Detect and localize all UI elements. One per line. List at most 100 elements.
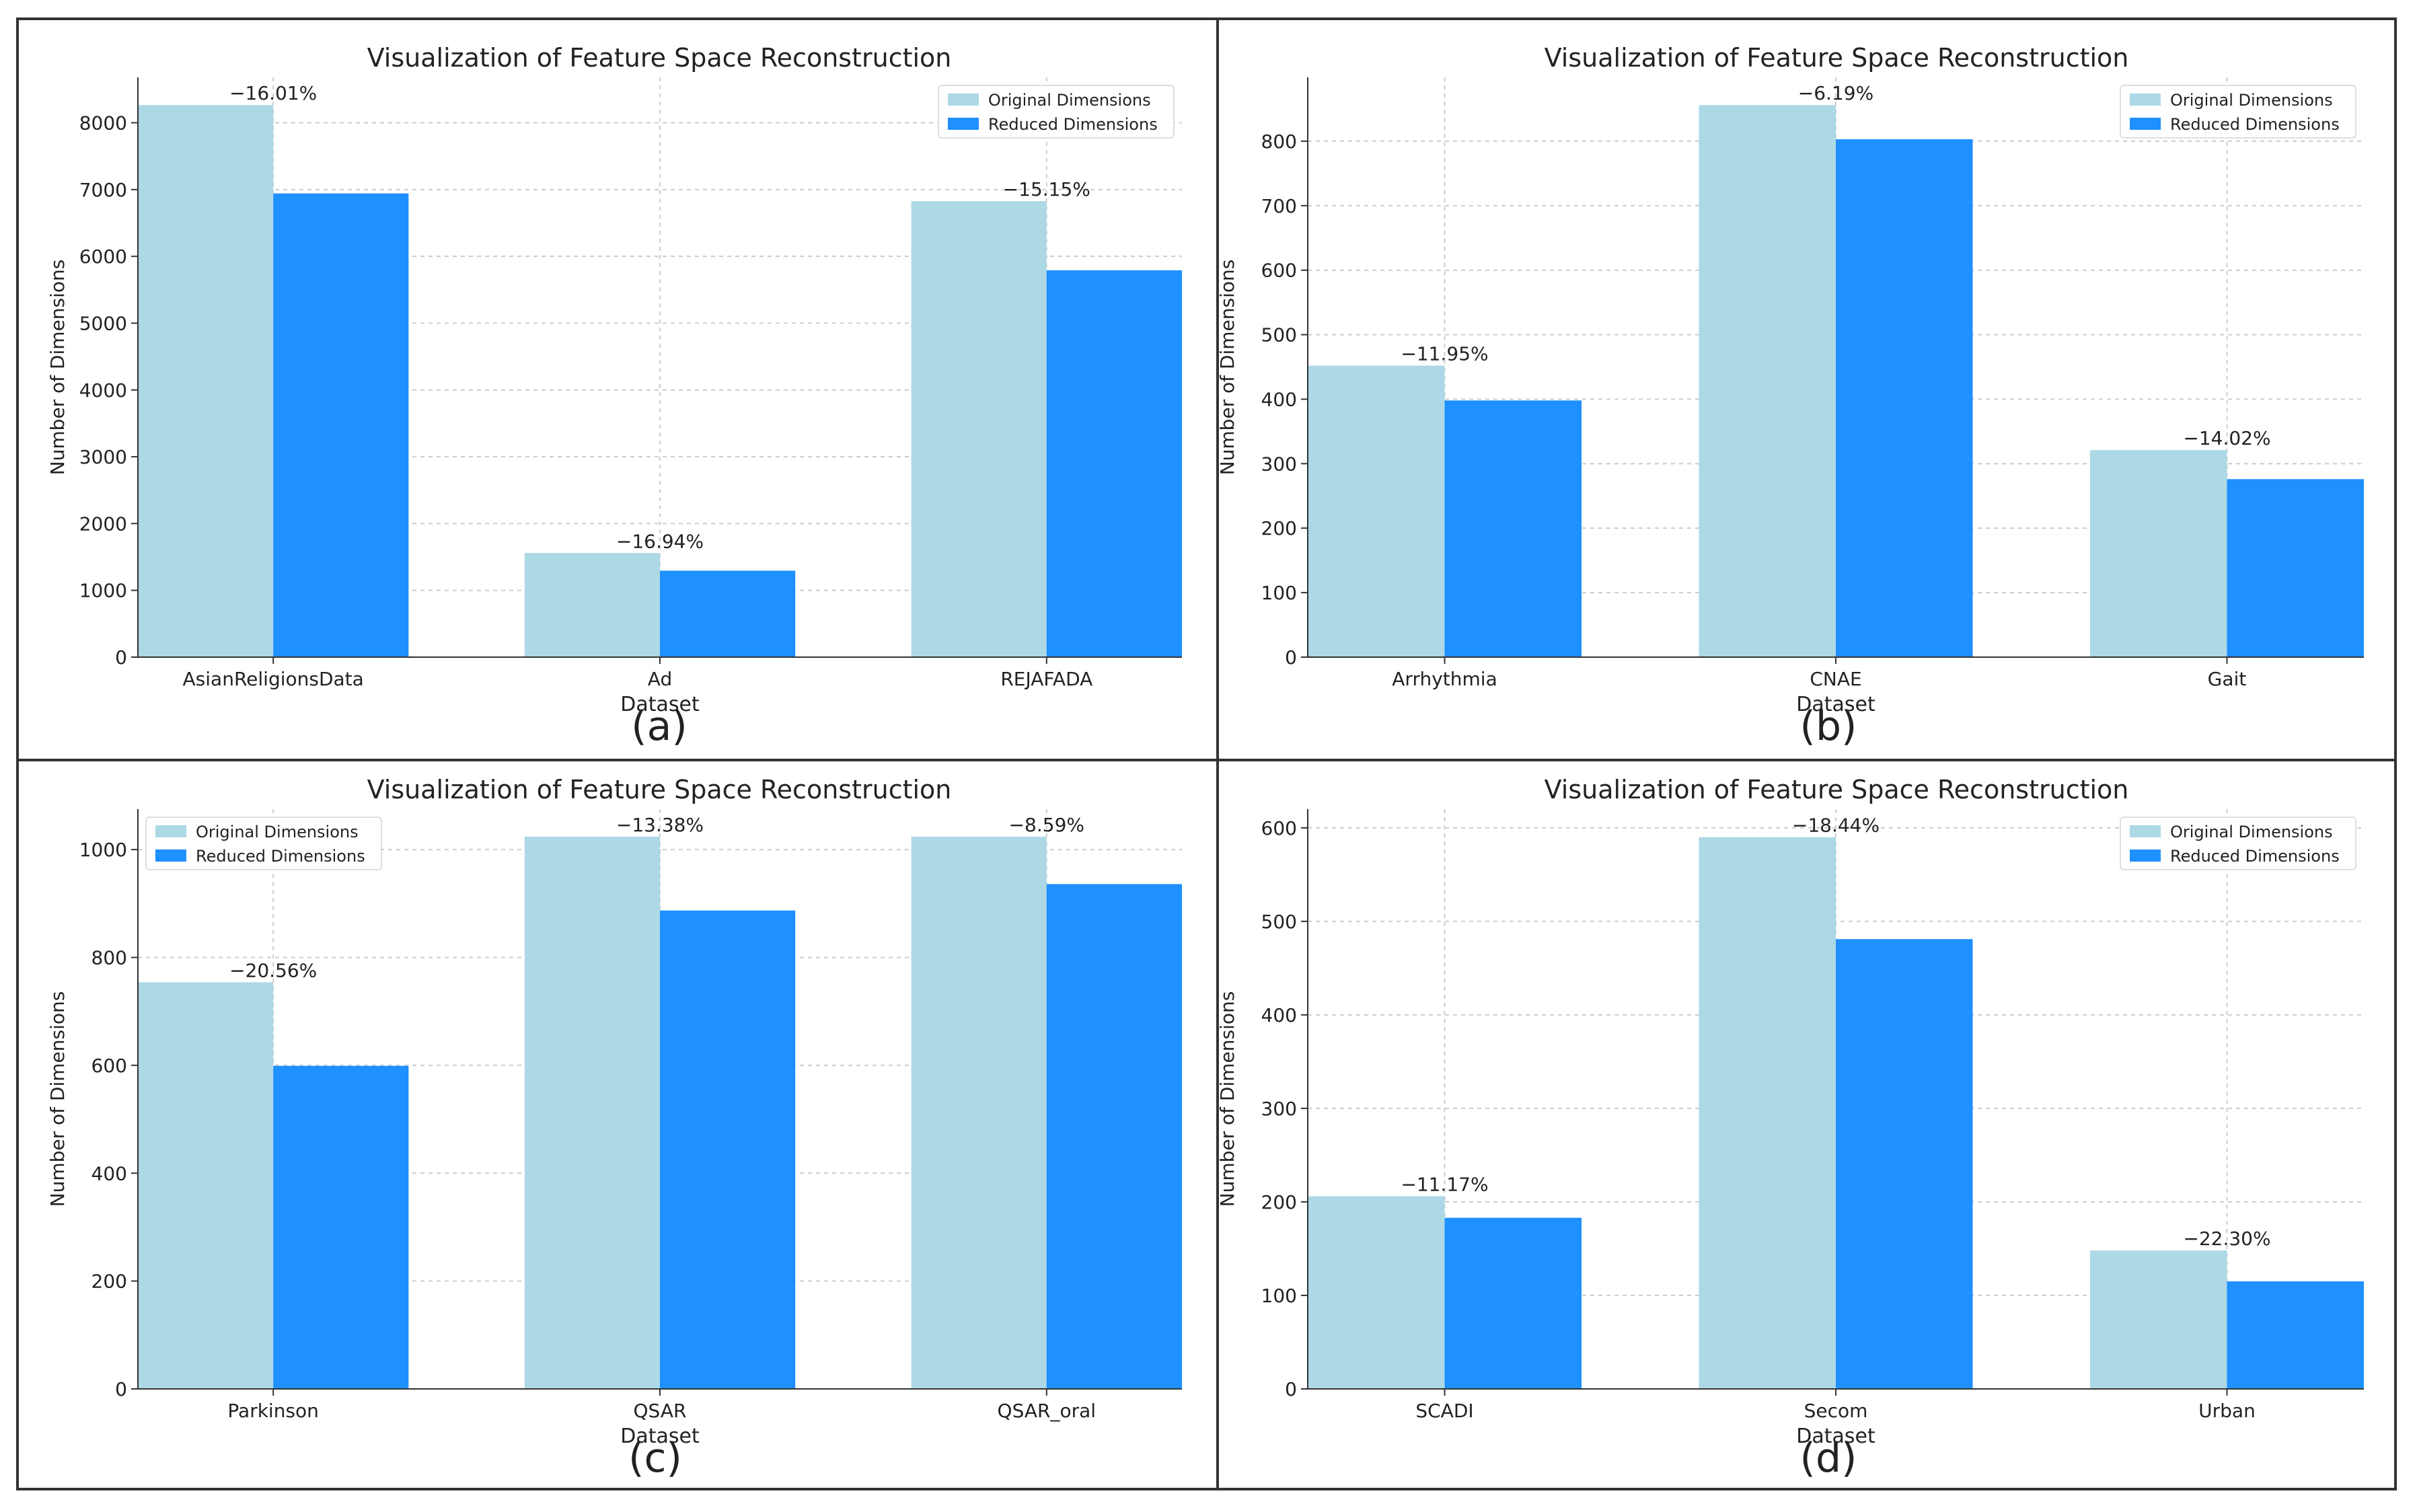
- chart-b-ytick-label-1: 100: [1261, 582, 1297, 604]
- chart-a-bar-original-2: [911, 201, 1047, 658]
- chart-a-ylabel: Number of Dimensions: [46, 260, 69, 476]
- chart-c-legend-box: [145, 817, 382, 870]
- chart-d-xtick-label-2: Urban: [2198, 1400, 2256, 1422]
- chart-c-xtick-label-2: QSAR_oral: [998, 1400, 1097, 1422]
- chart-a-bar-original-1: [524, 553, 660, 657]
- chart-b-xtick-label-2: Gait: [2208, 668, 2247, 690]
- chart-d-bar-original-1: [1699, 837, 1836, 1389]
- chart-a-xtick-label-1: Ad: [648, 668, 672, 690]
- chart-c-bar-original-2: [911, 836, 1047, 1389]
- chart-d-bar-original-2: [2089, 1250, 2227, 1389]
- chart-a-ytick-label-0: 0: [115, 646, 127, 669]
- chart-c-ytick-label-0: 0: [115, 1378, 127, 1400]
- chart-b-ytick-label-2: 200: [1261, 517, 1297, 539]
- chart-a-ytick-label-1: 1000: [79, 580, 127, 602]
- chart-b-legend-swatch-reduced: [2130, 118, 2161, 130]
- chart-d-xtick-label-0: SCADI: [1415, 1400, 1473, 1422]
- chart-c-annotation-1: −13.38%: [616, 814, 704, 836]
- chart-d-title: Visualization of Feature Space Reconstru…: [1545, 775, 2129, 804]
- chart-b-title: Visualization of Feature Space Reconstru…: [1545, 43, 2129, 73]
- chart-a-ytick-label-7: 7000: [79, 179, 127, 201]
- chart-a-bar-original-0: [138, 105, 274, 657]
- chart-b-bar-original-2: [2089, 450, 2227, 657]
- chart-d-annotation-0: −11.17%: [1401, 1174, 1488, 1196]
- chart-c-legend-swatch-original: [155, 825, 186, 837]
- figure-frame: [16, 17, 2397, 1490]
- chart-a-title: Visualization of Feature Space Reconstru…: [367, 43, 952, 73]
- chart-c-bar-original-1: [524, 836, 660, 1389]
- chart-a-legend-box: [938, 85, 1175, 139]
- caption-c: (c): [628, 1435, 682, 1482]
- chart-c-ytick-label-5: 1000: [79, 839, 127, 861]
- chart-c-ytick-label-3: 600: [91, 1055, 127, 1077]
- chart-b-annotation-0: −11.95%: [1401, 343, 1488, 365]
- chart-d-ylabel: Number of Dimensions: [1216, 991, 1238, 1207]
- chart-d-ytick-label-0: 0: [1285, 1378, 1297, 1400]
- chart-d-bar-original-0: [1308, 1196, 1445, 1389]
- chart-c-annotation-0: −20.56%: [229, 959, 317, 981]
- chart-d-ytick-label-4: 400: [1261, 1004, 1297, 1026]
- chart-d-xtick-label-1: Secom: [1804, 1400, 1868, 1422]
- chart-b-ytick-label-5: 500: [1261, 324, 1297, 346]
- chart-b-legend-label-reduced: Reduced Dimensions: [2170, 115, 2340, 134]
- chart-a-xlabel: Dataset: [620, 693, 700, 716]
- chart-d-bar-reduced-0: [1444, 1217, 1582, 1389]
- chart-d-ytick-label-6: 600: [1261, 817, 1297, 839]
- chart-c-legend-label-reduced: Reduced Dimensions: [196, 847, 365, 866]
- chart-a-ytick-label-5: 5000: [79, 312, 127, 334]
- chart-b-ytick-label-7: 700: [1261, 195, 1297, 217]
- chart-a-ytick-label-2: 2000: [79, 513, 127, 535]
- chart-a-legend-label-reduced: Reduced Dimensions: [988, 115, 1158, 134]
- chart-d-legend-swatch-reduced: [2130, 849, 2161, 862]
- chart-b-bar-reduced-1: [1836, 139, 1973, 657]
- chart-b-bar-reduced-0: [1444, 400, 1582, 657]
- caption-b: (b): [1799, 703, 1857, 750]
- chart-a-bar-reduced-1: [660, 570, 796, 657]
- chart-b-ytick-label-0: 0: [1285, 646, 1297, 669]
- chart-a-ytick-label-3: 3000: [79, 446, 127, 468]
- chart-b-annotation-1: −6.19%: [1798, 82, 1873, 104]
- chart-d-legend-label-original: Original Dimensions: [2170, 823, 2333, 841]
- chart-c-ylabel: Number of Dimensions: [46, 991, 69, 1207]
- chart-b-xtick-label-1: CNAE: [1810, 668, 1861, 690]
- chart-b-legend-box: [2120, 85, 2356, 139]
- chart-b-ytick-label-3: 300: [1261, 453, 1297, 475]
- chart-d-ytick-label-2: 200: [1261, 1191, 1297, 1213]
- chart-a-annotation-1: −16.94%: [616, 530, 704, 552]
- chart-d-legend-label-reduced: Reduced Dimensions: [2170, 847, 2340, 866]
- chart-b-ytick-label-8: 800: [1261, 130, 1297, 153]
- chart-d-annotation-1: −18.44%: [1792, 815, 1880, 837]
- chart-b-ytick-label-4: 400: [1261, 388, 1297, 410]
- chart-d-annotation-2: −22.30%: [2183, 1227, 2270, 1250]
- chart-c-bar-reduced-1: [660, 910, 796, 1389]
- chart-d-ytick-label-1: 100: [1261, 1285, 1297, 1307]
- chart-d-legend-swatch-original: [2130, 825, 2161, 837]
- chart-c-xtick-label-0: Parkinson: [227, 1400, 319, 1422]
- chart-c-xtick-label-1: QSAR: [634, 1400, 687, 1422]
- chart-d-ytick-label-5: 500: [1261, 911, 1297, 933]
- chart-c-title: Visualization of Feature Space Reconstru…: [367, 775, 952, 804]
- chart-a-ytick-label-4: 4000: [79, 379, 127, 402]
- chart-c-ytick-label-4: 800: [91, 947, 127, 969]
- chart-b-legend-label-original: Original Dimensions: [2170, 91, 2333, 110]
- chart-a-legend-swatch-reduced: [948, 118, 979, 130]
- chart-b-xtick-label-0: Arrhythmia: [1392, 668, 1497, 690]
- chart-c-legend-label-original: Original Dimensions: [196, 823, 359, 841]
- chart-c-ytick-label-2: 400: [91, 1162, 127, 1184]
- chart-a-ytick-label-6: 6000: [79, 245, 127, 268]
- chart-d-bar-reduced-2: [2227, 1281, 2364, 1389]
- chart-c-legend-swatch-reduced: [155, 849, 186, 862]
- chart-a-annotation-0: −16.01%: [229, 82, 317, 104]
- chart-b-xlabel: Dataset: [1796, 693, 1875, 716]
- chart-a-ytick-label-8: 8000: [79, 112, 127, 135]
- chart-b-annotation-2: −14.02%: [2183, 427, 2270, 449]
- chart-c-bar-reduced-0: [273, 1065, 409, 1389]
- chart-c-annotation-2: −8.59%: [1009, 814, 1084, 836]
- chart-a-bar-reduced-2: [1046, 270, 1182, 657]
- chart-c-bar-original-0: [138, 982, 274, 1389]
- chart-d-xlabel: Dataset: [1796, 1425, 1875, 1448]
- chart-b-ylabel: Number of Dimensions: [1216, 260, 1238, 476]
- chart-b-legend-swatch-original: [2130, 93, 2161, 106]
- chart-d-bar-reduced-1: [1836, 939, 1973, 1389]
